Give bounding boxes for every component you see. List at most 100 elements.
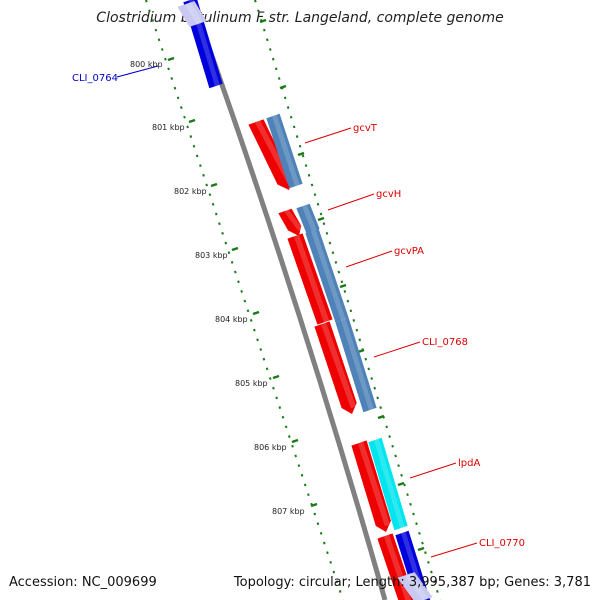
guide-left-dot [179, 106, 183, 109]
guide-left-dot [183, 115, 186, 119]
guide-left-dot [249, 319, 253, 322]
right-major-tick [279, 84, 287, 90]
guide-left-dot [278, 406, 282, 409]
guide-right-dot [328, 241, 332, 245]
right-major-tick [397, 481, 405, 487]
kbp-label-804: 804 kbp [215, 315, 248, 324]
feature-lpda-cds [351, 440, 391, 532]
guide-left-dot [148, 9, 151, 13]
guide-right-dot [358, 338, 362, 342]
guide-left-dot [218, 222, 221, 226]
kbp-major-tick [272, 374, 280, 380]
guide-right-dot [427, 560, 430, 564]
feature-gcvpa-cog-shade [311, 229, 346, 321]
gene-label-lpda: lpdA [458, 458, 480, 469]
guide-left-dot [253, 328, 256, 332]
feature-gcvh-cog [296, 203, 320, 234]
kbp-label-803: 803 kbp [195, 251, 228, 260]
guide-left-dot [246, 309, 250, 313]
guide-left-dot [227, 251, 231, 255]
guide-left-dot [316, 522, 320, 526]
feature-gcvh-cds-shade [284, 209, 303, 232]
feature-cli0768-cds-shade [320, 322, 357, 409]
guide-right-dot [271, 57, 275, 61]
guide-right-dot [268, 48, 272, 51]
tick-ring [145, 0, 442, 600]
feature-lpda-cog [368, 437, 408, 531]
genome-backbone [189, 0, 388, 600]
guide-left-dot [284, 425, 288, 429]
guide-right-dot [370, 377, 374, 380]
feature-cli0770-pale-shade [405, 572, 429, 600]
guide-left-dot [234, 270, 237, 274]
guide-right-dot [418, 531, 421, 535]
guide-right-dot [262, 28, 266, 32]
guide-right-dot [322, 222, 326, 226]
guide-left-dot [335, 580, 339, 584]
guide-left-dot [167, 67, 170, 71]
guide-left-dot [164, 57, 167, 61]
guide-left-dot [230, 260, 234, 264]
kbp-major-tick [167, 56, 175, 62]
guide-right-dot [254, 0, 257, 3]
guide-left-dot [186, 125, 189, 129]
guide-right-dot [340, 280, 344, 284]
feature-cli0764-pale-shade [185, 1, 203, 26]
guide-right-dot [331, 251, 335, 255]
accession-text: Accession: NC_009699 [9, 575, 157, 590]
feature-gcvt-cog-shade [271, 114, 300, 187]
guide-right-dot [406, 493, 409, 497]
feature-cli0768-cds [314, 321, 357, 414]
guide-left-dot [240, 290, 243, 293]
right-major-tick [417, 546, 425, 552]
guide-left-dot [192, 144, 196, 148]
guide-left-dot [224, 241, 228, 245]
guide-right-dot [346, 299, 350, 303]
guide-right-dot [394, 454, 397, 458]
guide-right-dot [310, 183, 314, 187]
right-major-tick [377, 414, 385, 420]
guide-left-dot [173, 86, 177, 90]
guide-left-dot [243, 299, 247, 303]
guide-right-dot [373, 386, 377, 390]
guide-right-dot [283, 96, 287, 100]
feature-gcvt-cog [266, 113, 303, 189]
guide-right-dot [421, 541, 424, 545]
guide-left-dot [208, 193, 212, 197]
guide-left-dot [199, 164, 202, 168]
guide-left-dot [145, 0, 148, 3]
guide-left-dot [297, 464, 301, 468]
guide-left-dot [332, 570, 336, 574]
gene-labels: CLI_0764 gcvT gcvH gcvPA CLI_0768 lpdA C… [72, 73, 525, 549]
guide-left-dot [303, 483, 307, 487]
guide-right-dot [343, 290, 347, 293]
guide-left-dot [157, 38, 161, 42]
guide-left-dot [221, 231, 224, 235]
guide-left-dot [170, 77, 174, 80]
guide-left-dot [319, 531, 323, 535]
guide-left-dot [151, 19, 155, 22]
kbp-major-tick [210, 182, 218, 188]
guide-right-dot [391, 444, 394, 448]
guide-right-dot [433, 580, 436, 584]
feature-lpda-cds-shade [357, 441, 391, 527]
guide-left-dot [294, 454, 297, 458]
guide-left-dot [288, 435, 291, 438]
gene-label-cli0770: CLI_0770 [479, 538, 525, 549]
feature-cli0770-pale [397, 572, 433, 600]
guide-right-dot [400, 473, 403, 477]
feature-cli0768-cog [335, 317, 377, 413]
guide-left-dot [214, 212, 218, 216]
guide-right-dot [295, 135, 299, 138]
leader-lines [116, 65, 478, 558]
gene-label-gcvpa: gcvPA [394, 246, 424, 257]
guide-right-dot [379, 406, 382, 409]
guide-left-dot [322, 541, 326, 545]
guide-right-dot [397, 464, 400, 468]
guide-left-dot [272, 386, 275, 390]
gene-label-gcvt: gcvT [353, 123, 378, 134]
guide-left-dot [176, 96, 180, 100]
kbp-major-tick [188, 118, 196, 124]
kbp-major-tick [310, 502, 318, 508]
kbp-major-tick [252, 310, 260, 316]
